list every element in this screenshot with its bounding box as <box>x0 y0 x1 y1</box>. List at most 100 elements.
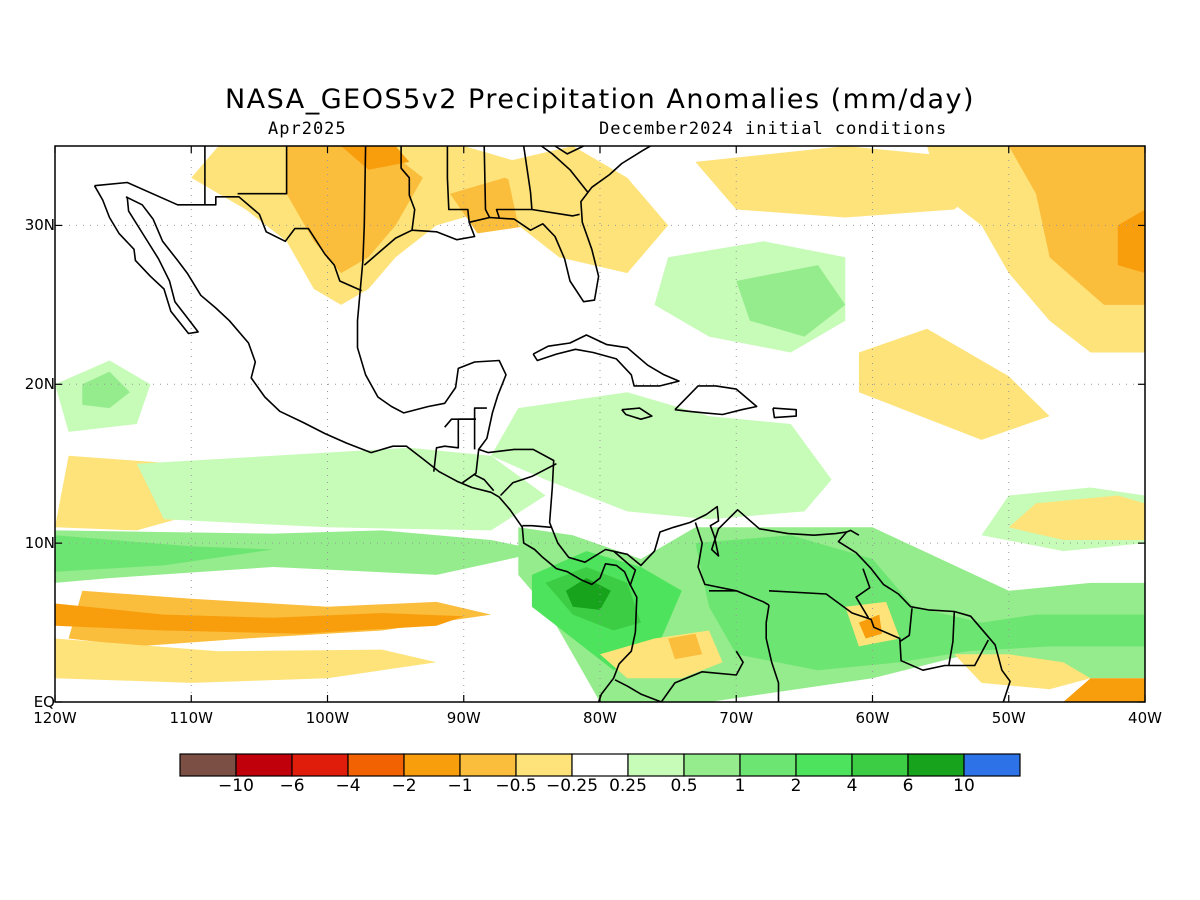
anomaly-region <box>1008 495 1145 540</box>
anomaly-region <box>55 535 273 572</box>
colorbar-label: −4 <box>335 776 361 796</box>
anomaly-region <box>695 146 1009 218</box>
coastline <box>93 185 199 335</box>
coastline-layer <box>93 146 1011 702</box>
colorbar-swatch <box>963 753 1021 777</box>
anomaly-region <box>341 146 410 170</box>
colorbar-swatch <box>571 753 629 777</box>
x-tick-label: 120W <box>33 709 77 727</box>
coastline <box>855 568 871 619</box>
colorbar-swatch <box>851 753 909 777</box>
colorbar-label: −10 <box>218 776 254 796</box>
coastline <box>554 146 584 155</box>
anomaly-region <box>1063 678 1145 702</box>
anomaly-region <box>82 371 130 409</box>
coastline <box>483 146 491 218</box>
coastline <box>613 550 637 587</box>
anomaly-region <box>504 146 669 274</box>
coastline <box>614 679 662 702</box>
coastline <box>709 589 770 606</box>
colorbar-swatch <box>515 753 573 777</box>
colorbar-label: −2 <box>391 776 417 796</box>
colorbar-swatch <box>627 753 685 777</box>
coastline <box>444 407 487 428</box>
coastline <box>400 146 416 231</box>
anomaly-fill-layer <box>55 146 1145 702</box>
colorbar-swatch <box>683 753 741 777</box>
colorbar-label: −0.5 <box>495 776 537 796</box>
colorbar-label: 2 <box>790 776 802 796</box>
x-tick-label: 100W <box>305 709 350 727</box>
colorbar-label: 6 <box>902 776 914 796</box>
colorbar-label: 0.25 <box>609 776 647 796</box>
anomaly-region <box>55 530 546 583</box>
anomaly-region <box>286 146 423 274</box>
coastline <box>948 611 956 666</box>
coastline <box>237 146 288 195</box>
colorbar-swatch <box>459 753 517 777</box>
anomaly-region <box>736 265 846 337</box>
coastline <box>363 146 651 303</box>
coastline <box>899 608 913 643</box>
colorbar-swatch <box>907 753 965 777</box>
coastline <box>674 385 758 416</box>
coastline <box>768 590 990 672</box>
axis-tick-marks <box>54 146 1146 703</box>
colorbar-swatch <box>347 753 405 777</box>
coastline <box>461 449 480 484</box>
anomaly-region <box>55 603 464 634</box>
anomaly-region <box>695 535 1145 671</box>
y-tick-label: EQ <box>33 693 55 711</box>
y-tick-label: 20N <box>24 375 55 394</box>
anomaly-region <box>491 392 832 520</box>
colorbar-label: −1 <box>447 776 473 796</box>
colorbar-swatch <box>739 753 797 777</box>
coastline <box>621 407 653 421</box>
anomaly-region <box>858 614 882 639</box>
x-tick-label: 50W <box>991 709 1026 727</box>
coastline <box>772 407 798 419</box>
coastline <box>446 146 470 223</box>
colorbar-label: −0.25 <box>545 776 599 796</box>
x-tick-label: 110W <box>169 709 213 727</box>
x-tick-label: 80W <box>583 709 617 727</box>
map-title: NASA_GEOS5v2 Precipitation Anomalies (mm… <box>224 84 976 115</box>
anomaly-region <box>55 638 437 683</box>
colorbar-swatch <box>235 753 293 777</box>
coastline <box>765 604 780 702</box>
anomaly-region <box>858 328 1050 440</box>
colorbar-label: 4 <box>846 776 858 796</box>
colorbar-label: 0.5 <box>670 776 698 796</box>
colorbar-label: −6 <box>279 776 305 796</box>
coastline <box>499 462 557 497</box>
colorbar <box>179 753 1021 777</box>
coastline <box>531 208 580 217</box>
colorbar-swatch <box>179 753 237 777</box>
coastline <box>532 334 680 387</box>
anomaly-region <box>1008 146 1145 305</box>
coastline <box>94 181 362 292</box>
colorbar-label: 10 <box>953 776 975 796</box>
x-tick-label: 60W <box>855 709 890 727</box>
coastline <box>356 146 1011 702</box>
y-tick-label: 30N <box>24 216 55 235</box>
coastline <box>474 474 495 492</box>
coastline <box>660 650 744 702</box>
colorbar-label: 1 <box>734 776 746 796</box>
colorbar-swatch <box>795 753 853 777</box>
x-tick-label: 40W <box>1128 709 1162 727</box>
subtitle-valid-month: Apr2025 <box>268 119 347 139</box>
x-tick-label: 90W <box>446 709 481 727</box>
colorbar-swatch <box>291 753 349 777</box>
subtitle-initial-conditions: December2024 initial conditions <box>599 119 948 139</box>
coastline <box>846 529 860 536</box>
anomaly-region <box>954 654 1091 690</box>
y-tick-label: 10N <box>24 534 55 553</box>
anomaly-region <box>668 633 703 660</box>
x-tick-label: 70W <box>719 709 754 727</box>
coastline <box>694 522 737 592</box>
anomaly-region <box>136 447 546 531</box>
colorbar-swatch <box>403 753 461 777</box>
coastline <box>522 524 552 529</box>
